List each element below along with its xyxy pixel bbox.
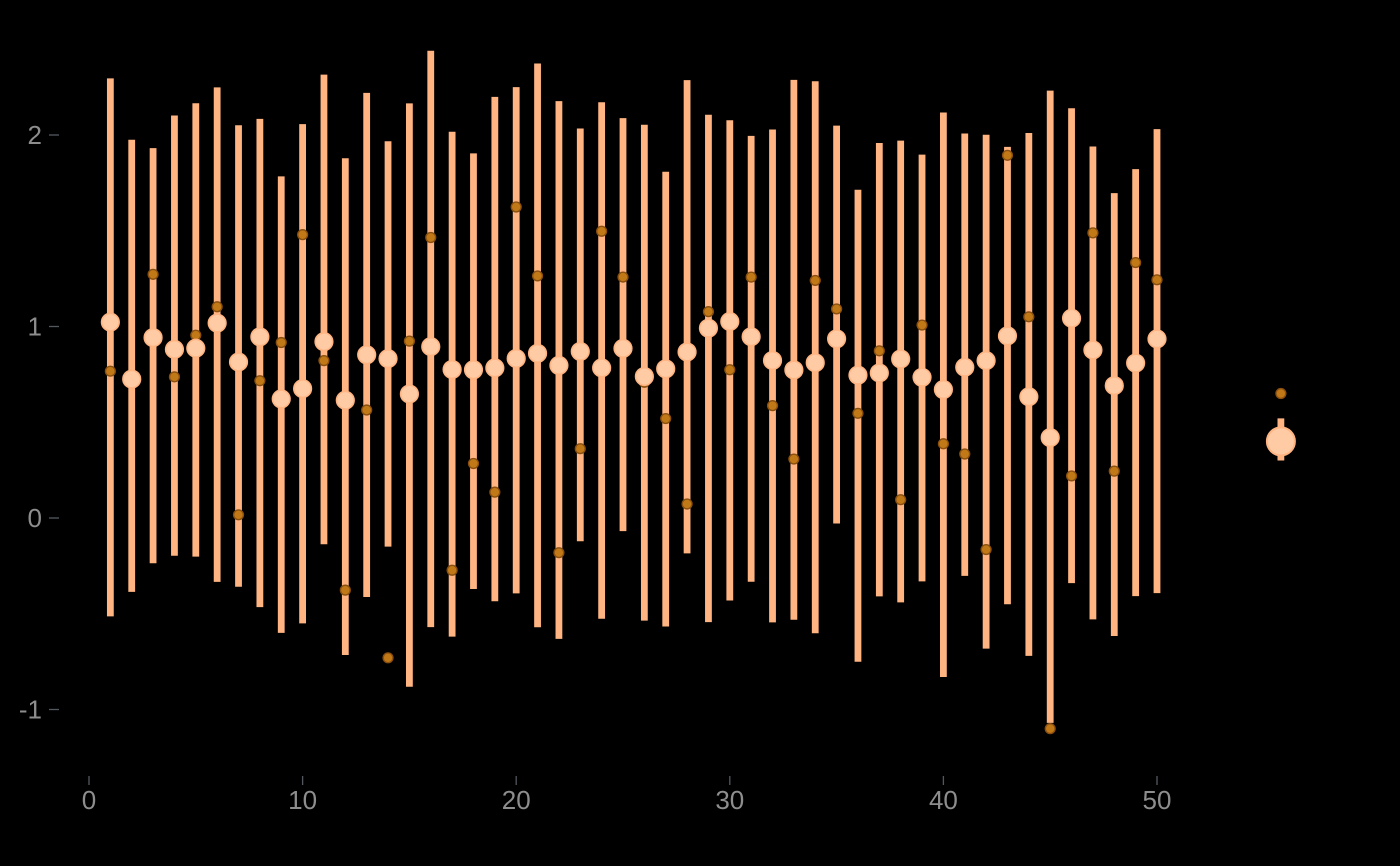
svg-text:40: 40: [929, 785, 958, 815]
svg-text:30: 30: [715, 785, 744, 815]
svg-text:0: 0: [28, 503, 42, 533]
svg-text:0: 0: [82, 785, 96, 815]
svg-text:20: 20: [502, 785, 531, 815]
svg-text:2: 2: [28, 120, 42, 150]
svg-text:-1: -1: [19, 695, 42, 725]
svg-text:1: 1: [28, 312, 42, 342]
svg-text:10: 10: [288, 785, 317, 815]
svg-text:50: 50: [1143, 785, 1172, 815]
